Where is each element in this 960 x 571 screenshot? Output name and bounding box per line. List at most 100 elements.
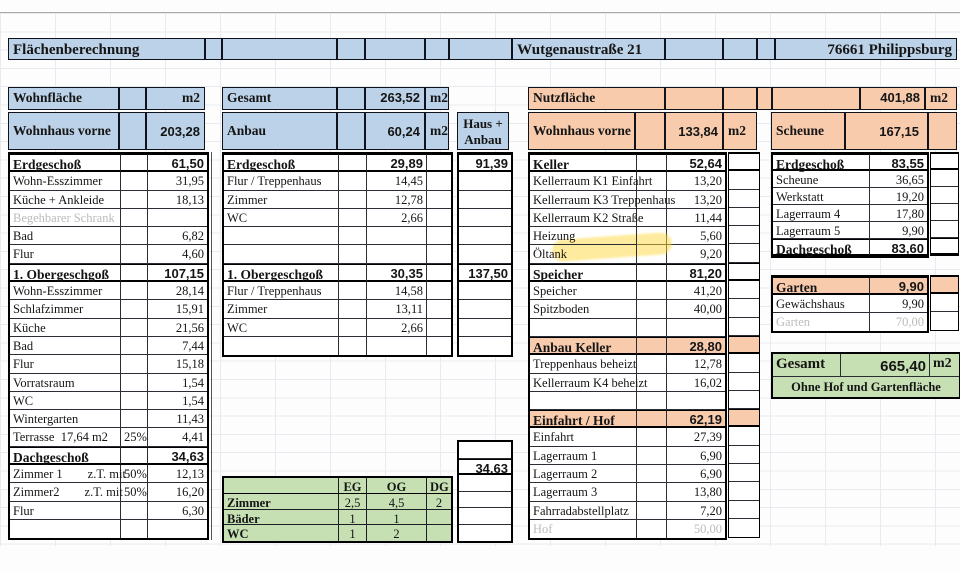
- wohnhaus-vorne-label[interactable]: Wohnhaus vorne: [8, 112, 119, 150]
- cell[interactable]: [339, 318, 367, 337]
- cell[interactable]: [459, 282, 511, 301]
- cell[interactable]: Begehbarer Schrank: [10, 208, 121, 228]
- cell[interactable]: 29,89: [367, 154, 427, 173]
- cell[interactable]: 2: [367, 525, 427, 542]
- cell[interactable]: [459, 227, 511, 246]
- cell[interactable]: 28,14: [148, 282, 207, 301]
- cell[interactable]: [121, 227, 148, 246]
- cell[interactable]: 14,58: [367, 282, 427, 301]
- cell[interactable]: 15,18: [148, 355, 207, 374]
- cell[interactable]: 2: [427, 493, 451, 510]
- cell[interactable]: 7,44: [148, 337, 207, 356]
- cell[interactable]: [427, 319, 451, 337]
- cell[interactable]: [729, 427, 759, 446]
- cell[interactable]: [121, 318, 148, 337]
- cell[interactable]: [729, 354, 759, 373]
- cell[interactable]: [931, 238, 958, 255]
- cell[interactable]: Anbau Keller: [530, 336, 637, 356]
- cell[interactable]: Zimmer: [224, 493, 339, 510]
- cell[interactable]: 1. Obergeschgoß: [224, 263, 339, 283]
- cell[interactable]: [427, 191, 451, 209]
- cell[interactable]: [222, 38, 337, 60]
- cell[interactable]: 9,90: [870, 295, 927, 313]
- cell[interactable]: Wohn-Esszimmer: [10, 172, 121, 191]
- cell[interactable]: [637, 282, 667, 301]
- cell[interactable]: [337, 38, 365, 60]
- cell[interactable]: [459, 337, 511, 355]
- cell[interactable]: [121, 190, 148, 209]
- cell[interactable]: WC: [224, 208, 339, 228]
- cell[interactable]: [427, 227, 451, 246]
- cell[interactable]: [637, 428, 667, 447]
- cell[interactable]: [637, 373, 667, 392]
- cell[interactable]: [729, 153, 759, 172]
- cell[interactable]: [10, 519, 121, 539]
- cell[interactable]: [459, 209, 511, 228]
- cell[interactable]: 4,60: [148, 245, 207, 264]
- cell[interactable]: [530, 391, 637, 411]
- cell[interactable]: DG: [427, 478, 451, 494]
- cell[interactable]: Bad: [10, 336, 121, 356]
- cell[interactable]: [148, 520, 207, 538]
- cell[interactable]: [449, 38, 512, 60]
- cell[interactable]: [772, 87, 860, 110]
- cell[interactable]: 9,90: [870, 277, 927, 295]
- cell[interactable]: Dachgeschoß: [773, 239, 870, 257]
- anbau-value[interactable]: 60,24: [365, 112, 425, 150]
- cell[interactable]: Werkstatt: [773, 188, 870, 205]
- cell[interactable]: 16,20: [148, 483, 207, 502]
- cell[interactable]: [427, 263, 451, 283]
- cell[interactable]: [459, 172, 511, 191]
- cell[interactable]: [729, 335, 759, 355]
- cell[interactable]: [729, 318, 759, 336]
- cell[interactable]: Flur: [10, 245, 121, 264]
- cell[interactable]: [729, 299, 759, 318]
- cell[interactable]: [665, 87, 723, 110]
- cell[interactable]: 18,13: [148, 191, 207, 209]
- cell[interactable]: [459, 319, 511, 337]
- cell[interactable]: [339, 154, 367, 173]
- cell[interactable]: [637, 263, 667, 283]
- cell[interactable]: 19,20: [870, 188, 927, 205]
- gesamt-total-value[interactable]: 665,40: [841, 354, 930, 377]
- cell[interactable]: 4,5: [367, 493, 427, 510]
- cell[interactable]: [729, 244, 759, 263]
- cell[interactable]: 9,90: [870, 222, 927, 239]
- cell[interactable]: Garten: [773, 277, 870, 295]
- cell[interactable]: [637, 208, 667, 228]
- cell[interactable]: Garten: [773, 313, 870, 331]
- cell[interactable]: 52,64: [667, 154, 725, 173]
- gesamt-total-label[interactable]: Gesamt: [773, 354, 841, 377]
- cell[interactable]: Terrasse 17,64 m2: [10, 428, 121, 447]
- cell[interactable]: Hof: [530, 519, 637, 539]
- cell[interactable]: 50%: [121, 483, 148, 502]
- cell[interactable]: [931, 187, 958, 204]
- cell[interactable]: Kellerraum K1 Einfahrt: [530, 172, 652, 191]
- cell[interactable]: WC: [10, 391, 121, 411]
- cell[interactable]: [427, 509, 451, 526]
- cell[interactable]: [757, 38, 775, 60]
- cell[interactable]: 11,44: [667, 209, 725, 228]
- cell[interactable]: 1,54: [148, 392, 207, 411]
- wohnflaeche-label[interactable]: Wohnfläche: [8, 87, 119, 110]
- cell[interactable]: Speicher: [530, 282, 637, 301]
- cell[interactable]: 1: [367, 509, 427, 526]
- cell[interactable]: Erdgeschoß: [10, 154, 121, 173]
- cell[interactable]: Heizung: [530, 227, 637, 246]
- cell[interactable]: 70,00: [895, 315, 924, 329]
- cell[interactable]: 27,39: [667, 428, 725, 447]
- cell[interactable]: 36,65: [870, 171, 927, 188]
- cell[interactable]: Einfahrt: [530, 428, 637, 447]
- cell[interactable]: [723, 38, 757, 60]
- cell[interactable]: Bad: [10, 227, 121, 246]
- cell[interactable]: Kellerraum K2 Straße: [530, 208, 643, 228]
- cell[interactable]: [931, 170, 958, 187]
- cell[interactable]: [339, 336, 367, 356]
- cell[interactable]: Zimmer: [224, 190, 339, 209]
- cell[interactable]: Zimmer 1 z.T. mit: [10, 465, 126, 484]
- cell[interactable]: [757, 87, 772, 110]
- cell[interactable]: [459, 525, 511, 542]
- cell[interactable]: [121, 373, 148, 392]
- cell[interactable]: Zimmer: [224, 300, 339, 319]
- cell[interactable]: Wintergarten: [10, 410, 121, 429]
